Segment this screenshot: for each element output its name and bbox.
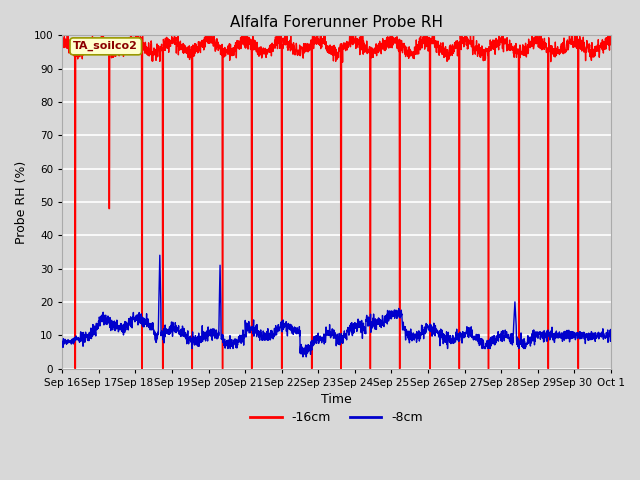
Y-axis label: Probe RH (%): Probe RH (%): [15, 160, 28, 243]
X-axis label: Time: Time: [321, 393, 352, 406]
Text: TA_soilco2: TA_soilco2: [74, 41, 138, 51]
Title: Alfalfa Forerunner Probe RH: Alfalfa Forerunner Probe RH: [230, 15, 443, 30]
Legend: -16cm, -8cm: -16cm, -8cm: [246, 406, 428, 429]
